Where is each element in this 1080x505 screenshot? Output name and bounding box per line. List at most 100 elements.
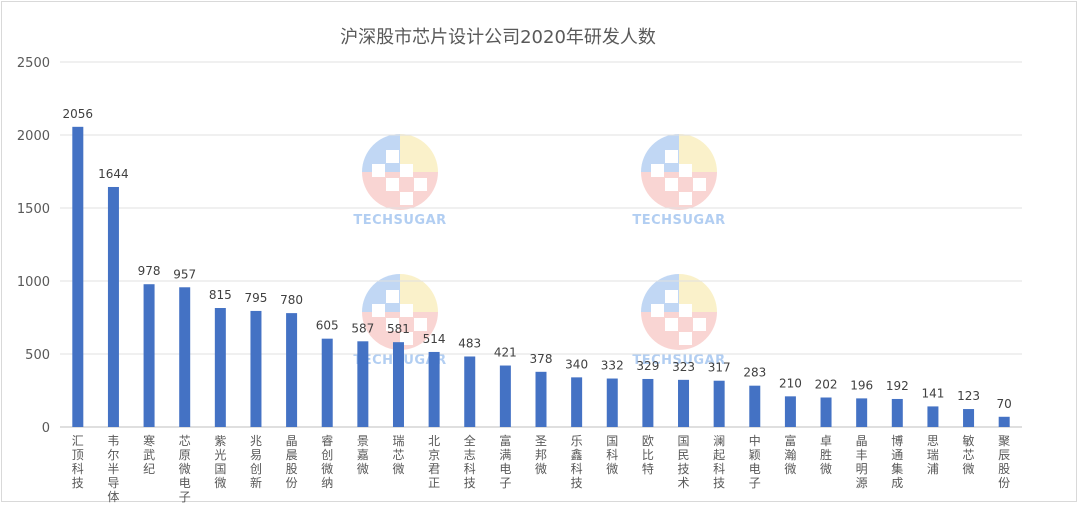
bar xyxy=(642,378,654,427)
watermark-square xyxy=(679,164,692,177)
watermark-square xyxy=(400,192,413,205)
x-tick-label: 富瀚微 xyxy=(784,433,796,476)
bar xyxy=(321,338,333,427)
bar xyxy=(856,398,868,427)
x-tick-label: 瑞芯微 xyxy=(392,434,404,476)
watermark-square xyxy=(400,332,413,345)
watermark-sector xyxy=(400,274,438,312)
x-tick-label: 富满电子 xyxy=(499,433,511,490)
watermark-square xyxy=(414,318,427,331)
bar xyxy=(72,126,84,427)
data-label: 587 xyxy=(351,321,374,335)
data-label: 957 xyxy=(173,267,196,281)
x-tick-label: 敏芯微 xyxy=(963,433,975,476)
bar xyxy=(179,287,191,427)
bar xyxy=(963,409,975,427)
bars xyxy=(72,126,1010,427)
x-tick-label: 北京君正 xyxy=(428,434,440,490)
data-label: 421 xyxy=(494,346,517,360)
x-tick-label: 中颖电子 xyxy=(749,433,761,490)
data-label: 210 xyxy=(779,376,802,390)
watermark-logo xyxy=(362,134,438,210)
x-tick-label: 晶丰明源 xyxy=(856,434,868,490)
data-label: 2056 xyxy=(63,107,94,121)
bar xyxy=(535,371,547,427)
y-axis-ticks: 0 500 1000 1500 2000 2500 xyxy=(17,56,50,436)
watermark-square xyxy=(386,290,399,303)
data-label: 317 xyxy=(708,361,731,375)
x-tick-label: 韦尔半导体 xyxy=(107,434,119,503)
x-tick-label: 睿创微纳 xyxy=(321,433,333,490)
x-tick-label: 汇顶科技 xyxy=(72,434,84,490)
bar xyxy=(606,378,618,427)
data-label: 340 xyxy=(565,357,588,371)
data-label: 329 xyxy=(636,359,659,373)
data-label: 141 xyxy=(921,386,944,400)
watermark-layer: TECHSUGARTECHSUGARTECHSUGARTECHSUGAR xyxy=(353,134,725,368)
data-label: 192 xyxy=(886,379,909,393)
bar xyxy=(250,310,262,427)
x-tick-label: 澜起科技 xyxy=(713,434,725,490)
chart-title: 沪深股市芯片设计公司2020年研发人数 xyxy=(340,27,656,48)
watermark-text: TECHSUGAR xyxy=(632,213,725,228)
bar xyxy=(107,186,119,427)
watermark-square xyxy=(400,304,413,317)
watermark-square xyxy=(665,318,678,331)
watermark-square xyxy=(400,164,413,177)
bar xyxy=(392,342,404,427)
data-label: 123 xyxy=(957,389,980,403)
x-tick-label: 国科微 xyxy=(606,434,618,476)
bar xyxy=(571,377,583,427)
watermark-square xyxy=(372,304,385,317)
bar xyxy=(428,351,440,427)
x-tick-label: 乐鑫科技 xyxy=(571,434,583,490)
x-tick-label: 卓胜微 xyxy=(820,434,832,476)
watermark-square xyxy=(679,332,692,345)
data-label: 332 xyxy=(601,359,624,373)
watermark-logo xyxy=(641,134,717,210)
y-tick-label: 1000 xyxy=(17,275,50,290)
bar xyxy=(499,365,511,427)
data-label: 283 xyxy=(743,366,766,380)
x-tick-label: 景嘉微 xyxy=(357,434,369,476)
watermark-square xyxy=(693,318,706,331)
watermark-sector xyxy=(400,134,438,172)
x-tick-label: 国民技术 xyxy=(678,434,690,490)
watermark-square xyxy=(651,304,664,317)
bar xyxy=(357,341,369,427)
y-tick-label: 1500 xyxy=(17,202,50,217)
x-tick-label: 晶晨股份 xyxy=(286,434,298,490)
data-label: 483 xyxy=(458,336,481,350)
y-tick-label: 2000 xyxy=(17,129,50,144)
bar xyxy=(713,380,725,427)
watermark-square xyxy=(651,164,664,177)
x-tick-label: 紫光国微 xyxy=(214,434,226,490)
bar xyxy=(784,396,796,427)
watermark-logo xyxy=(641,274,717,350)
watermark-square xyxy=(693,178,706,191)
y-tick-label: 500 xyxy=(25,348,50,363)
bar xyxy=(998,416,1010,427)
watermark-square xyxy=(386,150,399,163)
watermark-square xyxy=(679,304,692,317)
watermark-square xyxy=(386,318,399,331)
bar xyxy=(927,406,939,427)
watermark-square xyxy=(665,178,678,191)
data-label: 795 xyxy=(245,291,268,305)
watermark-sector xyxy=(679,134,717,172)
data-label: 978 xyxy=(138,264,161,278)
data-label: 514 xyxy=(423,332,446,346)
x-axis-ticks: 汇顶科技 韦尔半导体 寒武纪 芯原微电子 紫光国微 兆易创新 晶晨股份 睿创微纳 景嘉微 瑞芯微 北… xyxy=(72,433,1010,503)
data-label: 378 xyxy=(530,352,553,366)
y-tick-label: 0 xyxy=(42,421,50,436)
data-label: 581 xyxy=(387,322,410,336)
watermark-text: TECHSUGAR xyxy=(632,353,725,368)
bar xyxy=(464,356,476,427)
data-labels: 2056 1644 978 957 815 795 780 605 587 581 514 483 42… xyxy=(63,107,1012,411)
watermark-square xyxy=(414,178,427,191)
x-tick-label: 聚辰股份 xyxy=(998,434,1010,490)
watermark-text: TECHSUGAR xyxy=(353,213,446,228)
watermark-square xyxy=(665,290,678,303)
data-label: 1644 xyxy=(98,167,129,181)
